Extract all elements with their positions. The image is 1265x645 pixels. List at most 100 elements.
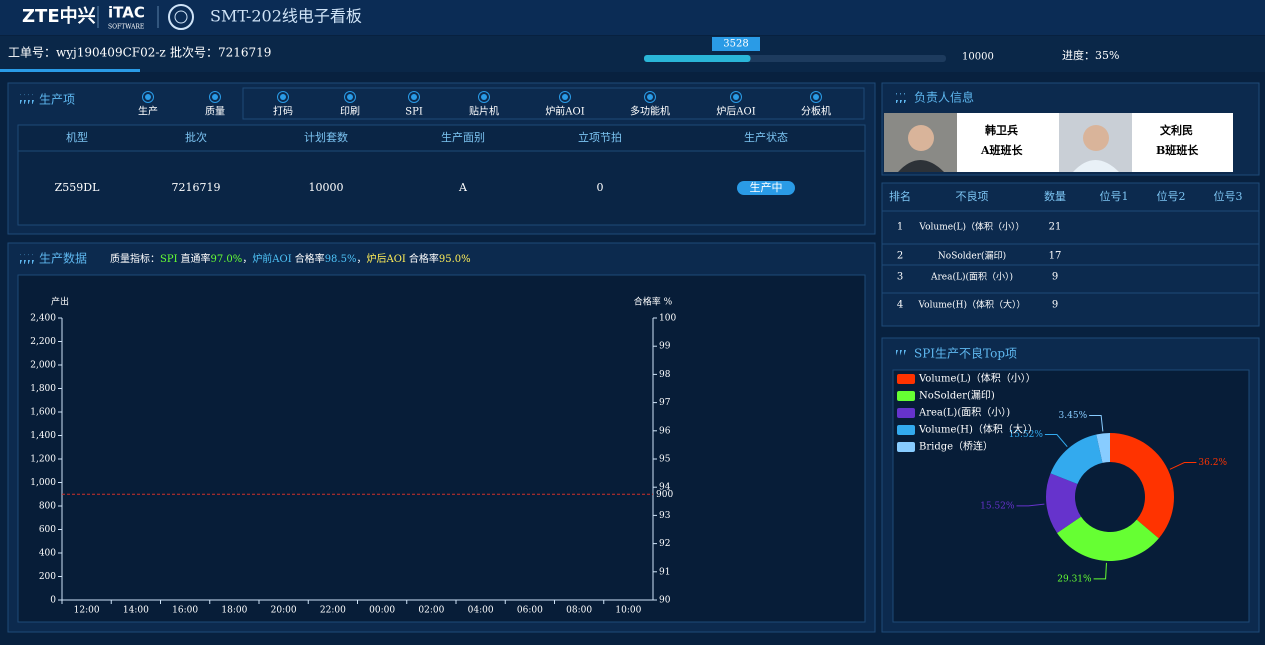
legend-swatch[interactable] xyxy=(897,442,915,452)
radio[interactable] xyxy=(209,91,221,103)
person-role: A班班长 xyxy=(980,143,1024,157)
quality-text: 95.0% xyxy=(439,254,471,265)
person-role: B班班长 xyxy=(1156,143,1199,157)
radio-dot xyxy=(813,94,819,100)
table-cell: Volume(H)（体积（大）） xyxy=(918,299,1026,311)
radio-label[interactable]: 打码 xyxy=(273,105,293,118)
quality-text: 合格率 xyxy=(409,252,439,265)
y2-tick-label: 92 xyxy=(659,539,670,549)
legend-label[interactable]: Volume(H)（体积（大）） xyxy=(918,423,1038,436)
radio-label[interactable]: 贴片机 xyxy=(469,105,499,118)
radio-label[interactable]: 分板机 xyxy=(801,105,831,118)
table-header: 计划套数 xyxy=(304,131,348,144)
radio[interactable] xyxy=(644,91,656,103)
radio-label[interactable]: 质量 xyxy=(205,106,225,118)
page-title: SMT-202线电子看板 xyxy=(210,7,362,26)
quality-text: 炉前AOI xyxy=(252,252,291,265)
table-cell: A xyxy=(458,181,468,194)
photo-head xyxy=(908,125,934,151)
batch-tab[interactable]: 批次号：7216719 xyxy=(170,45,271,60)
y-tick-label: 0 xyxy=(50,596,56,606)
pie-leader xyxy=(1089,414,1104,432)
y-tick-label: 600 xyxy=(39,525,56,535)
quality-text: 质量指标： xyxy=(110,252,160,265)
radio[interactable] xyxy=(142,91,154,103)
quality-text: 合格率 xyxy=(295,252,325,265)
table-header: 机型 xyxy=(66,130,88,144)
photo-body xyxy=(1073,160,1119,172)
pie-label: 36.2% xyxy=(1198,458,1227,468)
legend-swatch[interactable] xyxy=(897,408,915,418)
table-cell: Area(L)(面积（小）) xyxy=(930,271,1013,283)
table-cell: 9 xyxy=(1052,300,1058,311)
quality-text: ， xyxy=(242,254,252,265)
logo-itac: iTAC xyxy=(108,4,145,22)
radio[interactable] xyxy=(277,91,289,103)
table-cell: Z559DL xyxy=(55,181,100,194)
radio[interactable] xyxy=(408,91,420,103)
x-tick-label: 00:00 xyxy=(369,606,395,616)
progress-label: 进度：35% xyxy=(1062,48,1119,62)
emblem xyxy=(168,4,194,30)
radio-label[interactable]: SPI xyxy=(405,107,423,118)
legend-label[interactable]: Area(L)(面积（小）) xyxy=(918,407,1010,419)
table-header: 生产面别 xyxy=(441,130,485,144)
progress-target: 10000 xyxy=(962,52,994,63)
radio[interactable] xyxy=(478,91,490,103)
y-tick-label: 2,200 xyxy=(30,337,56,347)
legend-label[interactable]: Bridge（桥连） xyxy=(919,440,993,453)
table-cell: 10000 xyxy=(309,181,344,194)
x-tick-label: 10:00 xyxy=(615,606,641,616)
radio-label[interactable]: 炉前AOI xyxy=(545,105,584,118)
y-tick-label: 800 xyxy=(39,502,56,512)
y-tick-label: 1,400 xyxy=(30,431,56,441)
x-tick-label: 12:00 xyxy=(74,606,100,616)
panel-icon xyxy=(20,254,34,264)
table-cell: 生产中 xyxy=(750,180,783,194)
panel-title: 负责人信息 xyxy=(914,90,974,105)
radio-label[interactable]: 多功能机 xyxy=(630,105,670,118)
legend-swatch[interactable] xyxy=(897,425,915,435)
radio[interactable] xyxy=(559,91,571,103)
y-tick-label: 1,000 xyxy=(30,478,56,488)
table-cell: 17 xyxy=(1049,251,1062,262)
work-order-tab[interactable]: 工单号：wyj190409CF02-z xyxy=(8,46,166,60)
header-bar xyxy=(0,0,1265,35)
radio[interactable] xyxy=(730,91,742,103)
photo-head xyxy=(1083,125,1109,151)
y-tick-label: 1,600 xyxy=(30,408,56,418)
radio[interactable] xyxy=(344,91,356,103)
radio[interactable] xyxy=(810,91,822,103)
legend-label[interactable]: NoSolder(漏印) xyxy=(919,390,995,402)
x-tick-label: 20:00 xyxy=(271,606,297,616)
pie-label: 15.52% xyxy=(1009,430,1044,440)
person-name: 韩卫兵 xyxy=(985,123,1018,137)
panel-title: SPI生产不良Top项 xyxy=(914,346,1017,361)
legend-label[interactable]: Volume(L)（体积（小）） xyxy=(918,373,1036,385)
legend-swatch[interactable] xyxy=(897,391,915,401)
x-tick-label: 18:00 xyxy=(221,606,247,616)
y-tick-label: 1,800 xyxy=(30,384,56,394)
y2-tick-label: 97 xyxy=(659,398,671,408)
pie-label: 29.31% xyxy=(1057,574,1092,584)
y-tick-label: 200 xyxy=(39,572,56,582)
table-header: 立项节拍 xyxy=(578,130,622,144)
radio-dot xyxy=(347,94,353,100)
radio-label[interactable]: 印刷 xyxy=(340,106,360,118)
quality-text: 炉后AOI xyxy=(366,253,405,265)
legend-swatch[interactable] xyxy=(897,374,915,384)
radio-label[interactable]: 生产 xyxy=(138,105,158,118)
x-tick-label: 16:00 xyxy=(172,606,198,616)
table-header: 位号1 xyxy=(1100,189,1129,203)
y2-tick-label: 96 xyxy=(659,426,671,436)
y-tick-label: 1,200 xyxy=(30,455,56,465)
logo-zte: ZTE中兴 xyxy=(22,5,96,27)
table-cell: 0 xyxy=(597,181,604,194)
radio-label[interactable]: 炉后AOI xyxy=(716,106,755,118)
pie-leader xyxy=(1016,503,1045,507)
status-pill xyxy=(737,181,795,195)
y-tick-label: 400 xyxy=(39,549,56,559)
table-cell: 7216719 xyxy=(172,181,221,194)
quality-text: SPI xyxy=(160,254,178,265)
radio-dot xyxy=(647,94,653,100)
